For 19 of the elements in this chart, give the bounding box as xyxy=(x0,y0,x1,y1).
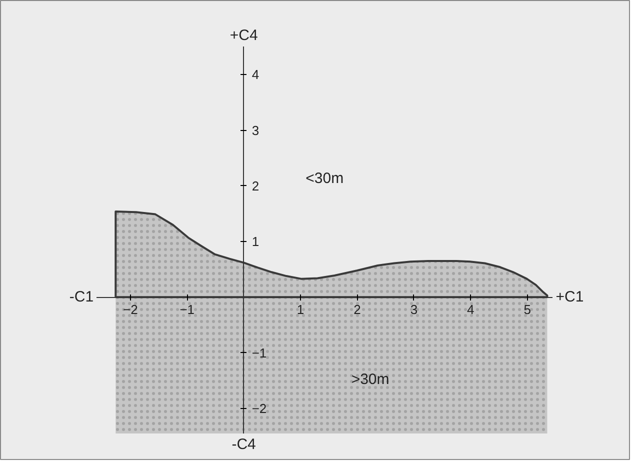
annotation: >30m xyxy=(351,370,390,388)
y-tick-label: 3 xyxy=(252,122,260,138)
y-tick-label: −2 xyxy=(252,400,267,416)
x-tick-label: 4 xyxy=(467,302,474,318)
x-tick-label: 2 xyxy=(354,302,361,318)
y-axis-title: +C4 xyxy=(230,27,258,44)
x-tick-label: 1 xyxy=(296,302,304,318)
annotation: <30m xyxy=(306,170,344,187)
text: -C1 xyxy=(69,288,94,306)
text: -C4 xyxy=(232,436,256,454)
x-axis-title: +C1 xyxy=(556,288,584,306)
y-tick-label: 1 xyxy=(252,234,260,250)
x-tick-label: 5 xyxy=(524,302,531,318)
y-tick-label: 4 xyxy=(252,67,260,82)
x-tick-label: −2 xyxy=(122,302,138,318)
y-tick-label: 2 xyxy=(252,178,260,194)
y-tick-label: −1 xyxy=(252,345,267,360)
x-tick-label: 3 xyxy=(410,302,418,318)
x-tick-label: −1 xyxy=(180,302,195,318)
